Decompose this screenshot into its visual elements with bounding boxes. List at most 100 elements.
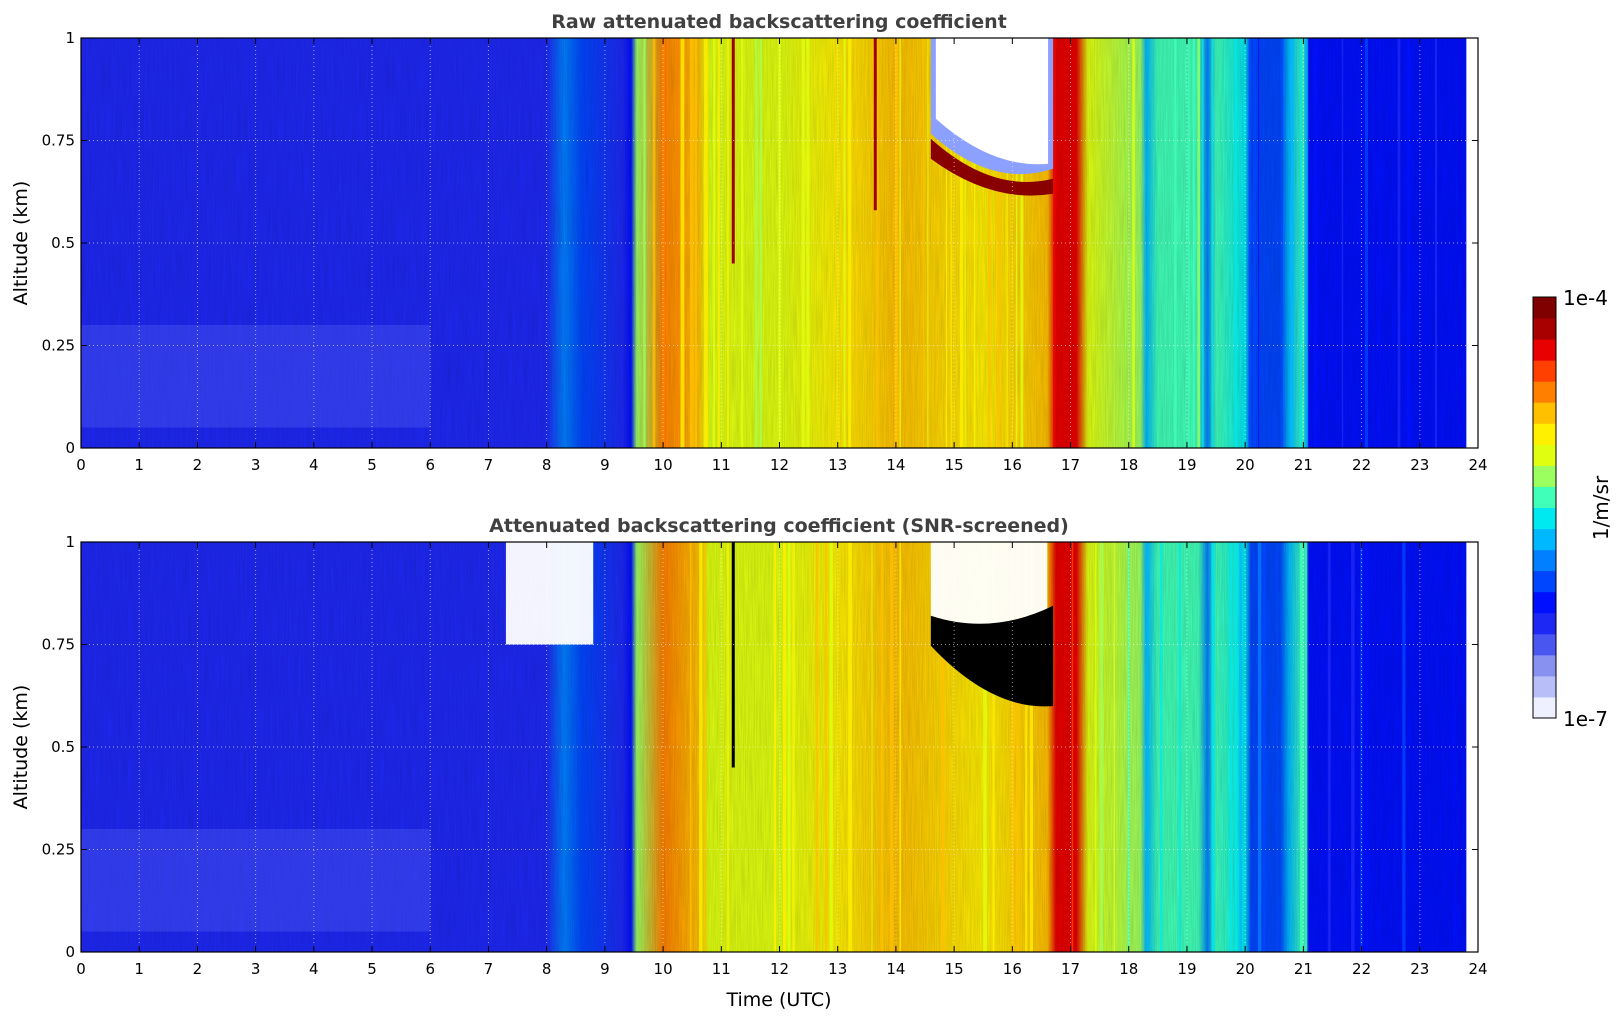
colorbar-step: [1533, 318, 1556, 340]
heatmap-streak: [1299, 38, 1302, 448]
heatmap-streak: [1178, 542, 1181, 952]
heatmap-streak: [773, 542, 777, 952]
heatmap-streak: [880, 542, 884, 952]
colorbar-min-label: 1e-7: [1563, 707, 1608, 731]
colorbar-step: [1533, 570, 1556, 593]
cloud-trace: [731, 38, 735, 264]
x-tick-label: 5: [367, 456, 377, 474]
x-tick-label: 2: [193, 960, 203, 978]
heatmap-streak: [717, 38, 720, 448]
colorbar-step: [1533, 696, 1556, 719]
x-tick-label: 21: [1294, 456, 1313, 474]
x-tick-label: 14: [886, 960, 905, 978]
screened-region: [505, 542, 594, 645]
heatmap-streak: [1313, 38, 1318, 448]
x-tick-label: 0: [76, 960, 86, 978]
colorbar-step: [1533, 465, 1556, 487]
heatmap-streak: [1234, 38, 1237, 448]
heatmap-streak: [890, 542, 894, 952]
y-tick-label: 1: [65, 533, 75, 551]
heatmap-streak: [815, 542, 819, 952]
x-tick-label: 15: [945, 456, 964, 474]
heatmap-streak: [1071, 542, 1074, 952]
heatmap-streak: [727, 38, 729, 448]
low-signal-band: [81, 325, 431, 428]
heatmap-streak: [824, 542, 828, 952]
panel-title: Raw attenuated backscattering coefficien…: [551, 11, 1007, 33]
x-tick-label: 11: [712, 960, 731, 978]
colorbar-step: [1533, 675, 1556, 698]
x-tick-label: 24: [1468, 456, 1487, 474]
heatmap-streak: [801, 38, 805, 448]
saturated-region: [930, 605, 1054, 707]
heatmap-streak: [1304, 38, 1308, 448]
heatmap-streak: [857, 38, 859, 448]
x-tick-label: 7: [484, 456, 494, 474]
x-tick-label: 16: [1003, 456, 1022, 474]
heatmap-streak: [1453, 542, 1455, 952]
heatmap-streak: [1053, 38, 1057, 448]
heatmap-streak: [1365, 38, 1368, 448]
y-ticks: 0 0.25 0.5 0.75 1: [42, 533, 1478, 961]
x-tick-label: 18: [1119, 960, 1138, 978]
cloud-trace: [873, 38, 877, 211]
x-tick-label: 2: [193, 456, 203, 474]
heatmap-streak: [973, 38, 976, 448]
y-axis-label: Altitude (km): [10, 181, 32, 306]
y-tick-label: 0.25: [42, 841, 75, 859]
heatmap-streak: [1029, 542, 1033, 952]
heatmap-streak: [871, 542, 873, 952]
y-tick-label: 0.25: [42, 337, 75, 355]
heatmap-streak: [899, 542, 902, 952]
x-tick-label: 14: [886, 456, 905, 474]
colorbar-step: [1533, 423, 1556, 445]
x-tick-label: 21: [1294, 960, 1313, 978]
x-tick-label: 0: [76, 456, 86, 474]
x-tick-label: 12: [770, 456, 789, 474]
x-tick-label: 19: [1177, 456, 1196, 474]
heatmap-streak: [1211, 38, 1214, 448]
x-tick-label: 10: [654, 456, 673, 474]
panel-screened: Attenuated backscattering coefficient (S…: [10, 515, 1488, 1011]
heatmap-streak: [1234, 542, 1238, 952]
x-tick-label: 12: [770, 960, 789, 978]
cloud-core: [935, 38, 1049, 165]
x-ticks: 0 1 2 3 4 5 6 7 8 9 10 11 12 13 14 15 16 17 18 19 20 21 22 23 24: [76, 38, 1488, 474]
heatmap-streak: [945, 38, 948, 448]
heatmap-streak: [727, 542, 729, 952]
heatmap-streak: [806, 38, 810, 448]
heatmap-streak: [699, 542, 703, 952]
x-ticks: 0 1 2 3 4 5 6 7 8 9 10 11 12 13 14 15 16 17 18 19 20 21 22 23 24: [76, 542, 1488, 978]
heatmap-streak: [680, 38, 685, 448]
heatmap-streak: [1174, 38, 1177, 448]
x-tick-label: 22: [1352, 456, 1371, 474]
low-signal-band: [81, 829, 431, 932]
heatmap-streak: [922, 38, 925, 448]
grid: [81, 542, 1478, 952]
colorbar-frame: [1532, 296, 1557, 719]
x-tick-label: 10: [654, 960, 673, 978]
x-tick-label: 11: [712, 456, 731, 474]
cloud-base: [930, 138, 1054, 196]
x-tick-label: 13: [828, 960, 847, 978]
colorbar-step: [1533, 591, 1556, 614]
panel-raw: Raw attenuated backscattering coefficien…: [10, 11, 1488, 474]
heatmap-streak: [741, 38, 744, 448]
y-tick-label: 1: [65, 29, 75, 47]
colorbar-step: [1533, 381, 1556, 403]
colorbar-step: [1533, 297, 1556, 319]
heatmap-streak: [1253, 38, 1256, 448]
x-tick-label: 9: [600, 960, 610, 978]
x-tick-label: 23: [1410, 456, 1429, 474]
x-tick-label: 3: [251, 456, 261, 474]
y-tick-label: 0: [65, 943, 75, 961]
heatmap-streak: [1197, 38, 1200, 448]
heatmap-streak: [843, 38, 846, 448]
screened-region: [930, 542, 1048, 624]
colorbar-step: [1533, 654, 1556, 677]
x-tick-label: 4: [309, 456, 319, 474]
heatmap-streak: [950, 38, 952, 448]
heatmap-streak: [643, 38, 646, 448]
panel-title: Attenuated backscattering coefficient (S…: [489, 515, 1069, 537]
